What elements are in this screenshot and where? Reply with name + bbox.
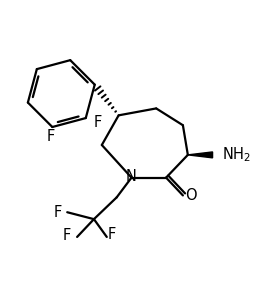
Text: F: F: [53, 205, 61, 220]
Polygon shape: [188, 152, 213, 158]
Text: O: O: [185, 188, 197, 203]
Text: F: F: [93, 115, 102, 130]
Text: F: F: [108, 227, 116, 242]
Text: F: F: [63, 229, 71, 243]
Text: NH$_2$: NH$_2$: [222, 146, 252, 164]
Text: N: N: [126, 169, 137, 184]
Text: F: F: [46, 129, 54, 144]
